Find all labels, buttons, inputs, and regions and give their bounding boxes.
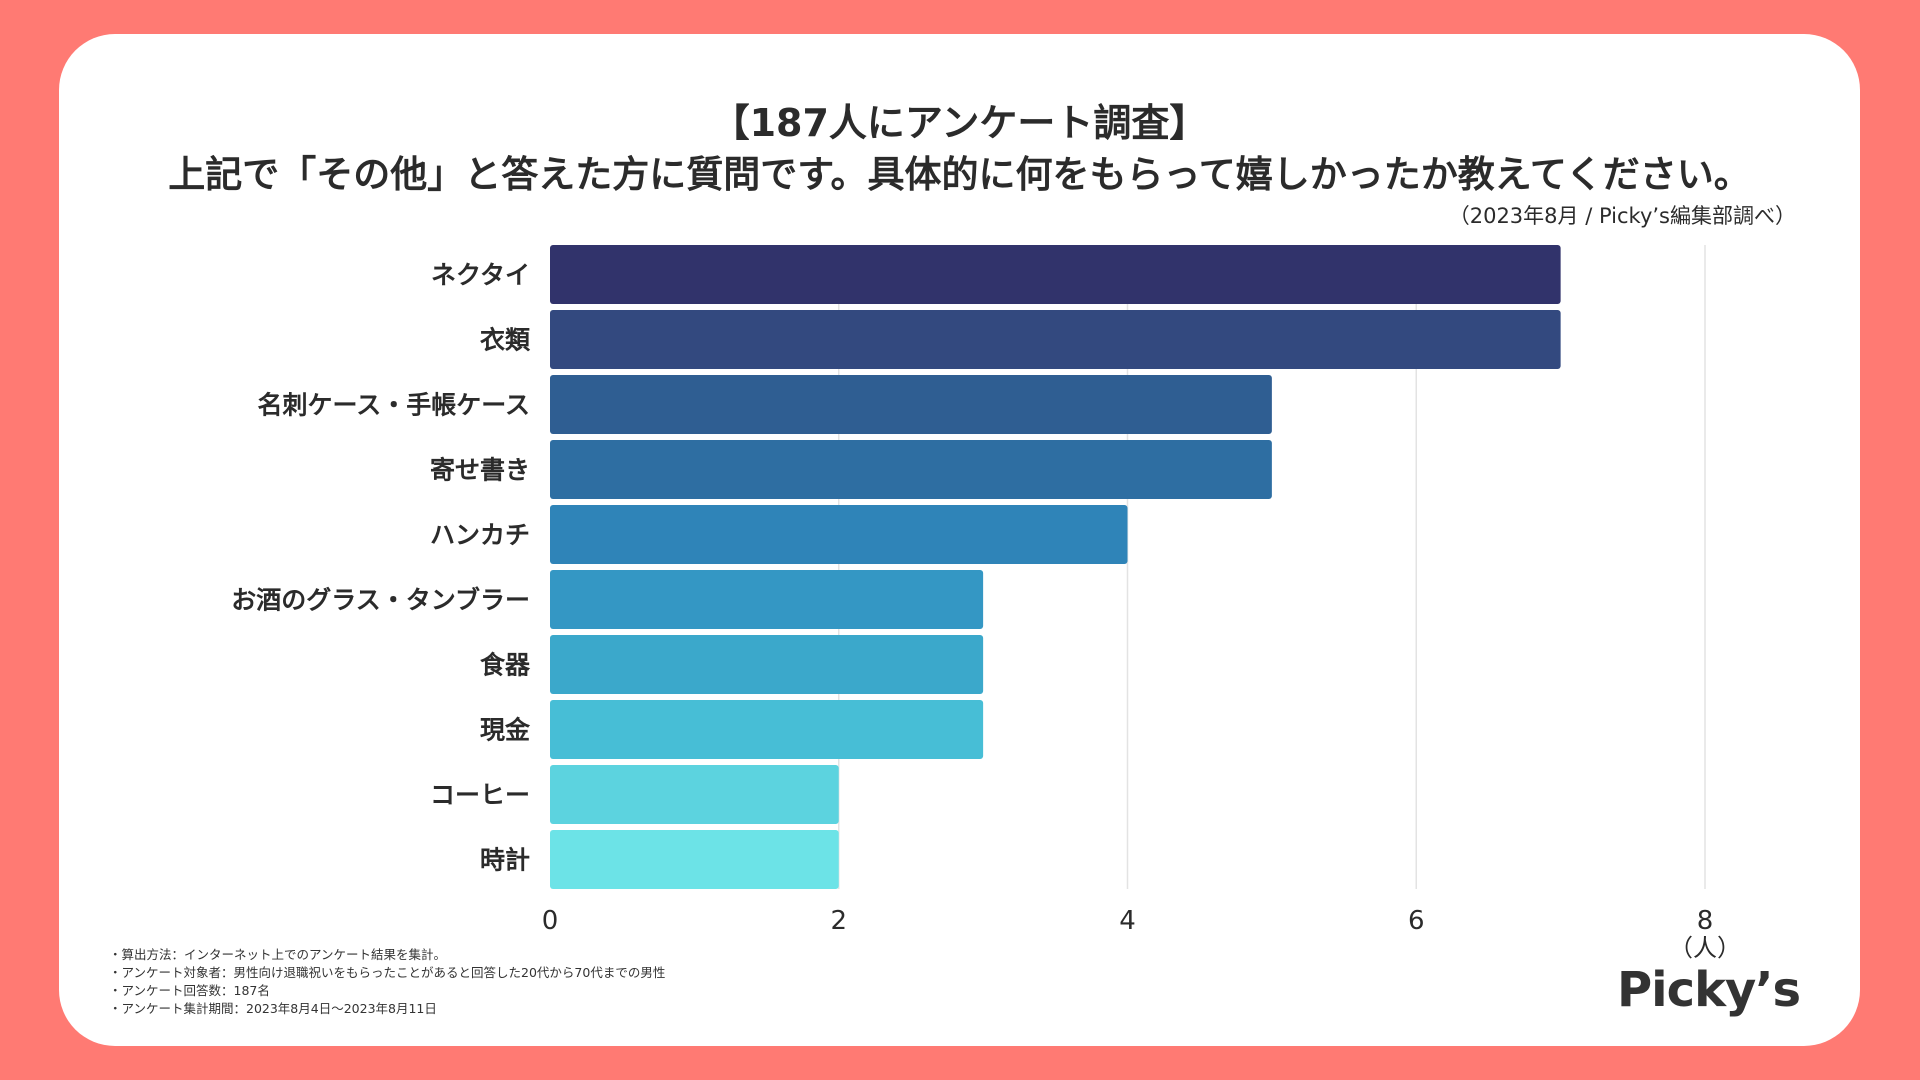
bar [550, 700, 984, 759]
category-label: 現金 [480, 716, 531, 745]
category-label: 名刺ケース・手帳ケース [257, 391, 530, 420]
bar [550, 765, 839, 824]
category-label: コーヒー [430, 781, 530, 810]
bar [550, 245, 1561, 304]
bar [550, 570, 984, 629]
bar [550, 635, 984, 694]
x-unit-label: （人） [1669, 934, 1741, 962]
category-label: 寄せ書き [430, 456, 530, 485]
x-tick-label: 0 [542, 906, 559, 936]
x-tick-label: 2 [830, 906, 847, 936]
brand-logo: Picky’s [1617, 962, 1801, 1018]
category-label: 衣類 [480, 326, 531, 355]
chart-card: 【187人にアンケート調査】 上記で「その他」と答えた方に質問です。具体的に何を… [59, 34, 1860, 1046]
bar [550, 830, 839, 889]
note-line: ・アンケート対象者：男性向け退職祝いをもらったことがあると回答した20代から70… [109, 965, 666, 980]
chart-title-line1: 【187人にアンケート調査】 [711, 101, 1208, 145]
bar [550, 505, 1128, 564]
category-label: 時計 [480, 846, 530, 875]
category-label: 食器 [480, 651, 531, 680]
note-line: ・アンケート回答数：187名 [109, 983, 270, 998]
category-label: ハンカチ [430, 521, 530, 550]
note-line: ・アンケート集計期間：2023年8月4日〜2023年8月11日 [109, 1001, 437, 1016]
x-tick-label: 4 [1119, 906, 1136, 936]
bar [550, 310, 1561, 369]
x-tick-label: 6 [1408, 906, 1425, 936]
bar [550, 375, 1272, 434]
x-tick-label: 8 [1697, 906, 1714, 936]
category-label: お酒のグラス・タンブラー [231, 586, 530, 615]
bar [550, 440, 1272, 499]
survey-notes: ・算出方法：インターネット上でのアンケート結果を集計。 ・アンケート対象者：男性… [109, 946, 665, 1018]
bar-chart: ネクタイ衣類名刺ケース・手帳ケース寄せ書きハンカチお酒のグラス・タンブラー食器現… [231, 245, 1741, 962]
source-note: （2023年8月 / Picky’s編集部調べ） [1448, 204, 1796, 228]
category-label: ネクタイ [431, 261, 530, 290]
chart-title-line2: 上記で「その他」と答えた方に質問です。具体的に何をもらって嬉しかったか教えてくだ… [168, 153, 1751, 196]
note-line: ・算出方法：インターネット上でのアンケート結果を集計。 [109, 947, 447, 962]
